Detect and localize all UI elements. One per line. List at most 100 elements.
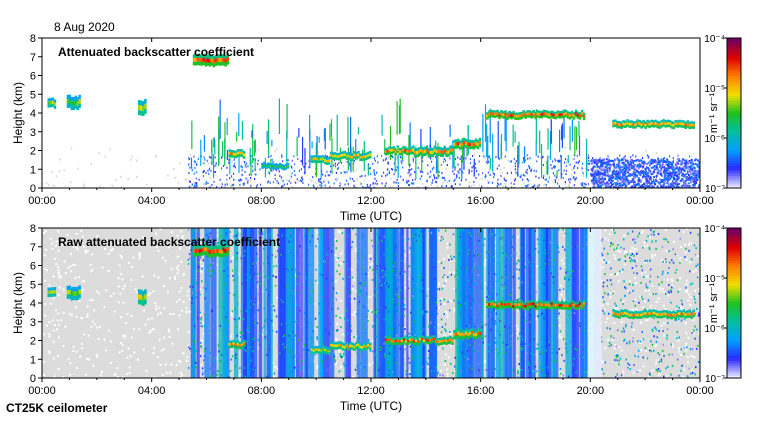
aerosol-speck — [628, 161, 630, 163]
noise-speck — [290, 295, 292, 297]
aerosol-speck — [429, 176, 430, 178]
noise-gap — [338, 350, 340, 352]
aerosol-speck — [403, 179, 404, 181]
aerosol-speck — [234, 163, 235, 165]
streak — [224, 139, 225, 166]
aerosol-speck — [499, 158, 500, 160]
streak — [271, 140, 272, 146]
noise-speck — [395, 253, 397, 255]
aerosol-speck — [608, 170, 610, 172]
noise-speck — [443, 182, 445, 184]
noise-gap — [64, 261, 66, 263]
aerosol-speck — [582, 163, 583, 165]
noise-gap — [353, 314, 355, 316]
aerosol-speck — [630, 163, 632, 165]
aerosol-speck — [668, 174, 670, 176]
aerosol-speck — [677, 163, 679, 165]
noise-gap — [96, 327, 98, 329]
aerosol-speck — [427, 173, 428, 175]
aerosol-speck — [297, 178, 298, 180]
aerosol-speck — [607, 161, 609, 163]
noise-speck — [408, 265, 410, 267]
aerosol-speck — [498, 165, 499, 167]
noise-speck — [554, 259, 556, 261]
cloud-cell — [54, 103, 57, 106]
aerosol-speck — [511, 172, 512, 174]
noise-gap — [604, 237, 606, 239]
noise-speck — [528, 309, 530, 311]
noise-speck — [509, 326, 511, 328]
noise-speck — [280, 254, 282, 256]
aerosol-speck — [688, 160, 690, 162]
aerosol-speck — [527, 184, 528, 186]
noise-speck — [566, 162, 568, 164]
aerosol-speck — [595, 181, 597, 183]
noise-gap — [121, 278, 123, 280]
noise-gap — [185, 311, 187, 313]
aerosol-speck — [272, 161, 273, 163]
noise-gap — [662, 288, 664, 290]
y-tick-label: 6 — [30, 71, 36, 83]
noise-speck — [376, 265, 378, 267]
aerosol-speck — [633, 160, 635, 162]
aerosol-speck — [631, 165, 633, 167]
noise-speck — [298, 180, 300, 182]
noise-gap — [48, 333, 50, 335]
aerosol-speck — [386, 157, 387, 159]
aerosol-speck — [213, 181, 214, 183]
aerosol-speck — [527, 169, 528, 171]
aerosol-speck — [302, 182, 303, 184]
aerosol-speck — [687, 169, 689, 171]
aerosol-speck — [459, 184, 460, 186]
noise-gap — [54, 324, 56, 326]
aerosol-speck — [225, 184, 226, 186]
noise-gap — [652, 369, 654, 371]
noise-gap — [58, 276, 60, 278]
aerosol-speck — [244, 161, 245, 163]
noise-speck — [307, 366, 309, 368]
aerosol-speck — [576, 177, 577, 179]
noise-speck — [565, 147, 567, 149]
streak — [474, 159, 475, 177]
aerosol-speck — [515, 172, 516, 174]
noise-speck — [280, 310, 282, 312]
cloud-cell — [693, 126, 696, 128]
noise-gap — [87, 250, 89, 252]
noise-gap — [86, 305, 88, 307]
aerosol-speck — [418, 167, 419, 169]
noise-gap — [178, 360, 180, 362]
noise-speck — [298, 339, 300, 341]
aerosol-speck — [653, 171, 655, 173]
aerosol-speck — [670, 166, 672, 168]
noise-speck — [663, 238, 665, 240]
noise-speck — [465, 297, 467, 299]
noise-speck — [655, 248, 657, 250]
aerosol-speck — [618, 170, 620, 172]
streak — [579, 136, 580, 156]
aerosol-speck — [432, 168, 433, 170]
aerosol-speck — [581, 183, 582, 185]
aerosol-speck — [643, 163, 645, 165]
aerosol-speck — [573, 167, 574, 169]
noise-speck — [379, 237, 381, 239]
noise-gap — [48, 321, 50, 323]
aerosol-speck — [335, 163, 336, 165]
noise-gap — [138, 328, 140, 330]
noise-speck — [574, 348, 576, 350]
aerosol-speck — [393, 173, 394, 175]
noise-gap — [57, 355, 59, 357]
aerosol-speck — [598, 172, 600, 174]
noise-speck — [481, 178, 483, 180]
noise-speck — [552, 181, 554, 183]
aerosol-speck — [577, 167, 578, 169]
noise-gap — [124, 285, 126, 287]
aerosol-speck — [628, 181, 630, 183]
aerosol-speck — [673, 185, 675, 187]
noise-speck — [368, 339, 370, 341]
aerosol-speck — [397, 166, 398, 168]
noise-speck — [258, 339, 260, 341]
streak — [298, 128, 299, 137]
aerosol-speck — [624, 164, 626, 166]
aerosol-speck — [613, 183, 614, 185]
noise-speck — [666, 337, 668, 339]
